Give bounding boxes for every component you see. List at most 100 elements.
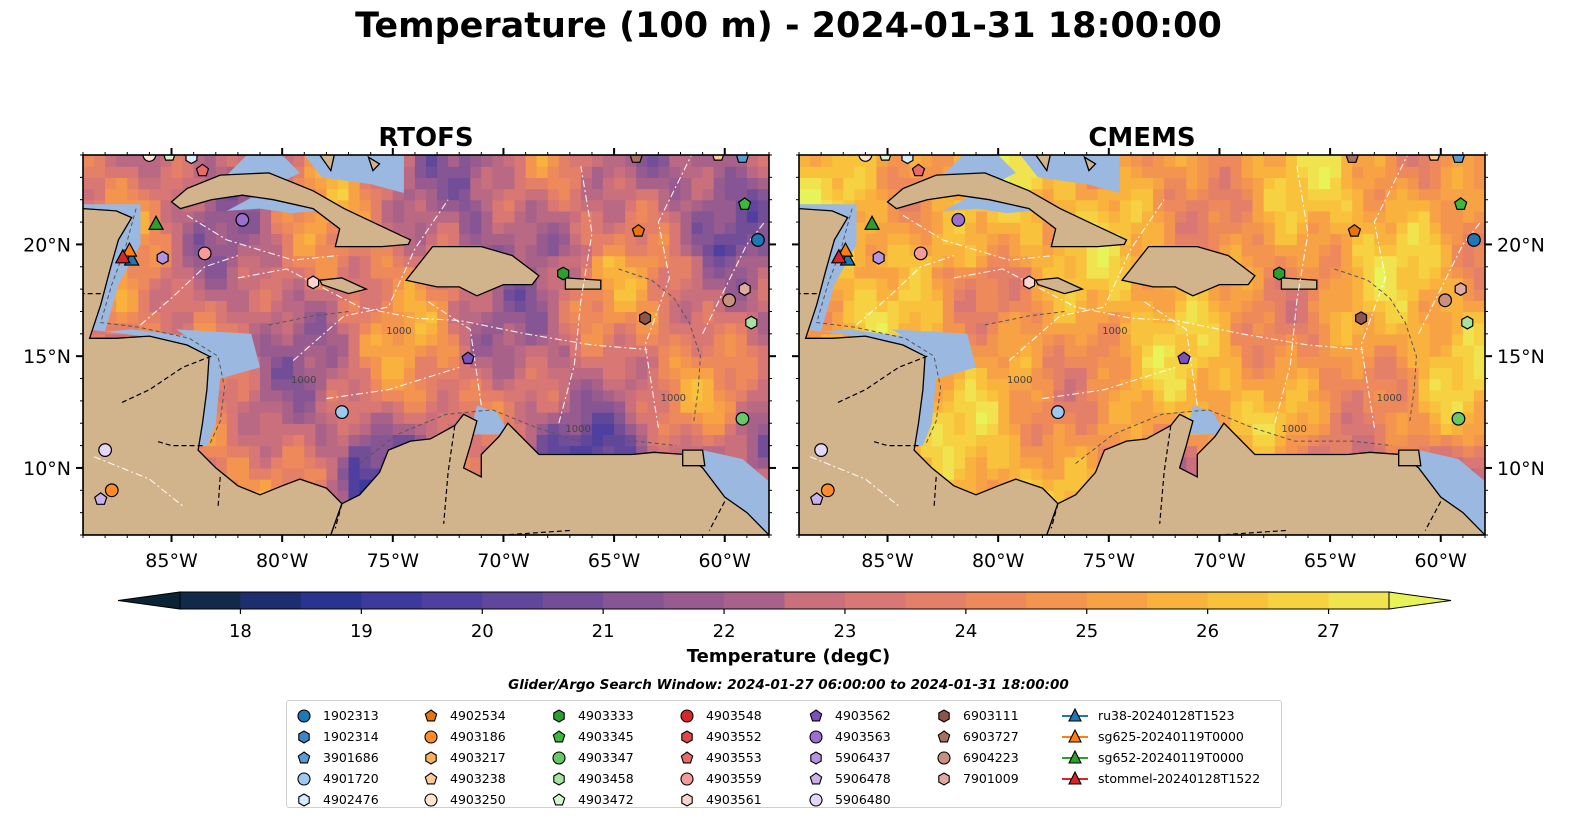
argo-float-marker — [1354, 311, 1368, 326]
shallow-shelf — [470, 405, 511, 435]
land-mass — [1035, 155, 1051, 173]
legend-entry: 5906478 — [807, 768, 891, 789]
legend-entry: 4903563 — [807, 726, 891, 747]
argo-float-marker — [913, 246, 928, 261]
land-mass — [1034, 277, 1085, 295]
argo-float-marker — [901, 155, 914, 165]
argo-float-marker — [1451, 155, 1466, 163]
argo-float-marker — [1023, 275, 1036, 290]
legend-label: 5906480 — [835, 792, 891, 807]
legend-entry: 5906480 — [807, 789, 891, 810]
legend-entry: 4903458 — [550, 768, 634, 789]
panel-title: RTOFS — [378, 123, 473, 153]
contour-label: 1000 — [291, 375, 316, 386]
argo-float-marker — [1051, 405, 1065, 419]
legend-entry: ru38-20240128T1523 — [1062, 705, 1260, 726]
land-mass — [235, 155, 279, 156]
colorbar-segment — [421, 592, 483, 609]
x-tick-label: 85°W — [145, 550, 198, 572]
legend-marker-icon — [809, 729, 823, 744]
legend-label: 4903250 — [450, 792, 506, 807]
legend-label: 4902476 — [323, 792, 379, 807]
argo-float-marker — [820, 483, 835, 498]
legend-label: 4903553 — [706, 750, 762, 765]
legend-label: sg625-20240119T0000 — [1098, 729, 1244, 744]
legend-label: 4903347 — [578, 750, 634, 765]
legend-entry: 4903238 — [422, 768, 506, 789]
legend-marker-icon — [681, 792, 693, 807]
glider-marker — [830, 248, 847, 264]
legend-entry: sg625-20240119T0000 — [1062, 726, 1260, 747]
legend-label: 4903186 — [450, 729, 506, 744]
argo-float-marker — [735, 155, 750, 163]
shallow-shelf — [1186, 405, 1227, 435]
argo-float-marker — [98, 443, 113, 457]
legend-entry: stommel-20240128T1522 — [1062, 768, 1260, 789]
legend-label: 4903548 — [706, 708, 762, 723]
contour-label: 1000 — [386, 326, 411, 337]
legend-marker-icon — [938, 771, 950, 786]
colorbar-tick-label: 18 — [229, 621, 252, 642]
panel-title: CMEMS — [1088, 123, 1195, 153]
argo-float-marker — [1467, 233, 1481, 247]
legend-entry: 1902314 — [295, 726, 379, 747]
legend-entry: 4901720 — [295, 768, 379, 789]
colorbar-tick-label: 24 — [954, 621, 977, 642]
colorbar-label: Temperature (degC) — [686, 646, 891, 667]
y-tick-label: 15°N — [23, 346, 71, 368]
legend-entry: 4903553 — [678, 747, 762, 768]
y-tick-label: 20°N — [23, 234, 71, 256]
legend-marker-icon — [297, 708, 311, 723]
legend-label: 7901009 — [963, 771, 1019, 786]
colorbar-extend-high — [1388, 591, 1452, 610]
legend-entry: 4903333 — [550, 705, 634, 726]
argo-float-marker — [1347, 223, 1362, 237]
colorbar-segment — [300, 592, 362, 609]
land-mass — [799, 207, 1059, 535]
legend-entry: 1902313 — [295, 705, 379, 726]
x-tick-label: 60°W — [1414, 550, 1467, 572]
argo-float-marker — [911, 163, 926, 177]
legend-marker-icon — [937, 729, 951, 742]
legend-label: 4903563 — [835, 729, 891, 744]
legend-marker-icon — [810, 750, 822, 765]
argo-float-marker — [1428, 155, 1441, 161]
colorbar-segment — [1328, 592, 1390, 609]
argo-float-marker — [814, 443, 829, 457]
legend-label: 4903345 — [578, 729, 634, 744]
y-tick-label: 10°N — [23, 458, 71, 480]
legend-marker-icon — [1062, 770, 1088, 785]
colorbar-segment — [1268, 592, 1329, 609]
colorbar-segment — [663, 592, 725, 609]
land-mass — [1083, 155, 1097, 172]
platform-legend: 1902313 1902314 3901686 4901720 4902476 49025… — [286, 700, 1282, 808]
shallow-shelf — [226, 193, 318, 214]
legend-marker-icon — [809, 771, 823, 784]
x-tick-label: 65°W — [588, 550, 641, 572]
legend-entry: 4903559 — [678, 768, 762, 789]
legend-entry: sg652-20240119T0000 — [1062, 747, 1260, 768]
colorbar-segment — [905, 592, 967, 609]
colorbar-segment — [180, 592, 241, 609]
cmems-map-panel: 1000 1000 1000 1000 85°W 80°W 75°W 70°W 65°W 60°W… — [792, 123, 1545, 572]
argo-float-marker — [307, 275, 320, 290]
legend-marker-icon — [424, 792, 438, 807]
legend-marker-icon — [1062, 749, 1088, 764]
colorbar-tick-label: 25 — [1075, 621, 1098, 642]
colorbar-segment — [845, 592, 906, 609]
land-mass — [1398, 449, 1422, 467]
legend-label: 6903727 — [963, 729, 1019, 744]
argo-float-marker — [738, 282, 751, 297]
legend-marker-icon — [553, 708, 565, 723]
legend-marker-icon — [298, 792, 310, 807]
colorbar-segment — [361, 592, 423, 609]
legend-label: 4903559 — [706, 771, 762, 786]
legend-label: 4903472 — [578, 792, 634, 807]
legend-entry: 3901686 — [295, 747, 379, 768]
y-tick-label: 15°N — [1497, 346, 1545, 368]
argo-float-marker — [751, 233, 765, 247]
colorbar-segment — [1147, 592, 1209, 609]
colorbar-segment — [965, 592, 1027, 609]
land-mass — [170, 172, 412, 248]
legend-label: 5906478 — [835, 771, 891, 786]
